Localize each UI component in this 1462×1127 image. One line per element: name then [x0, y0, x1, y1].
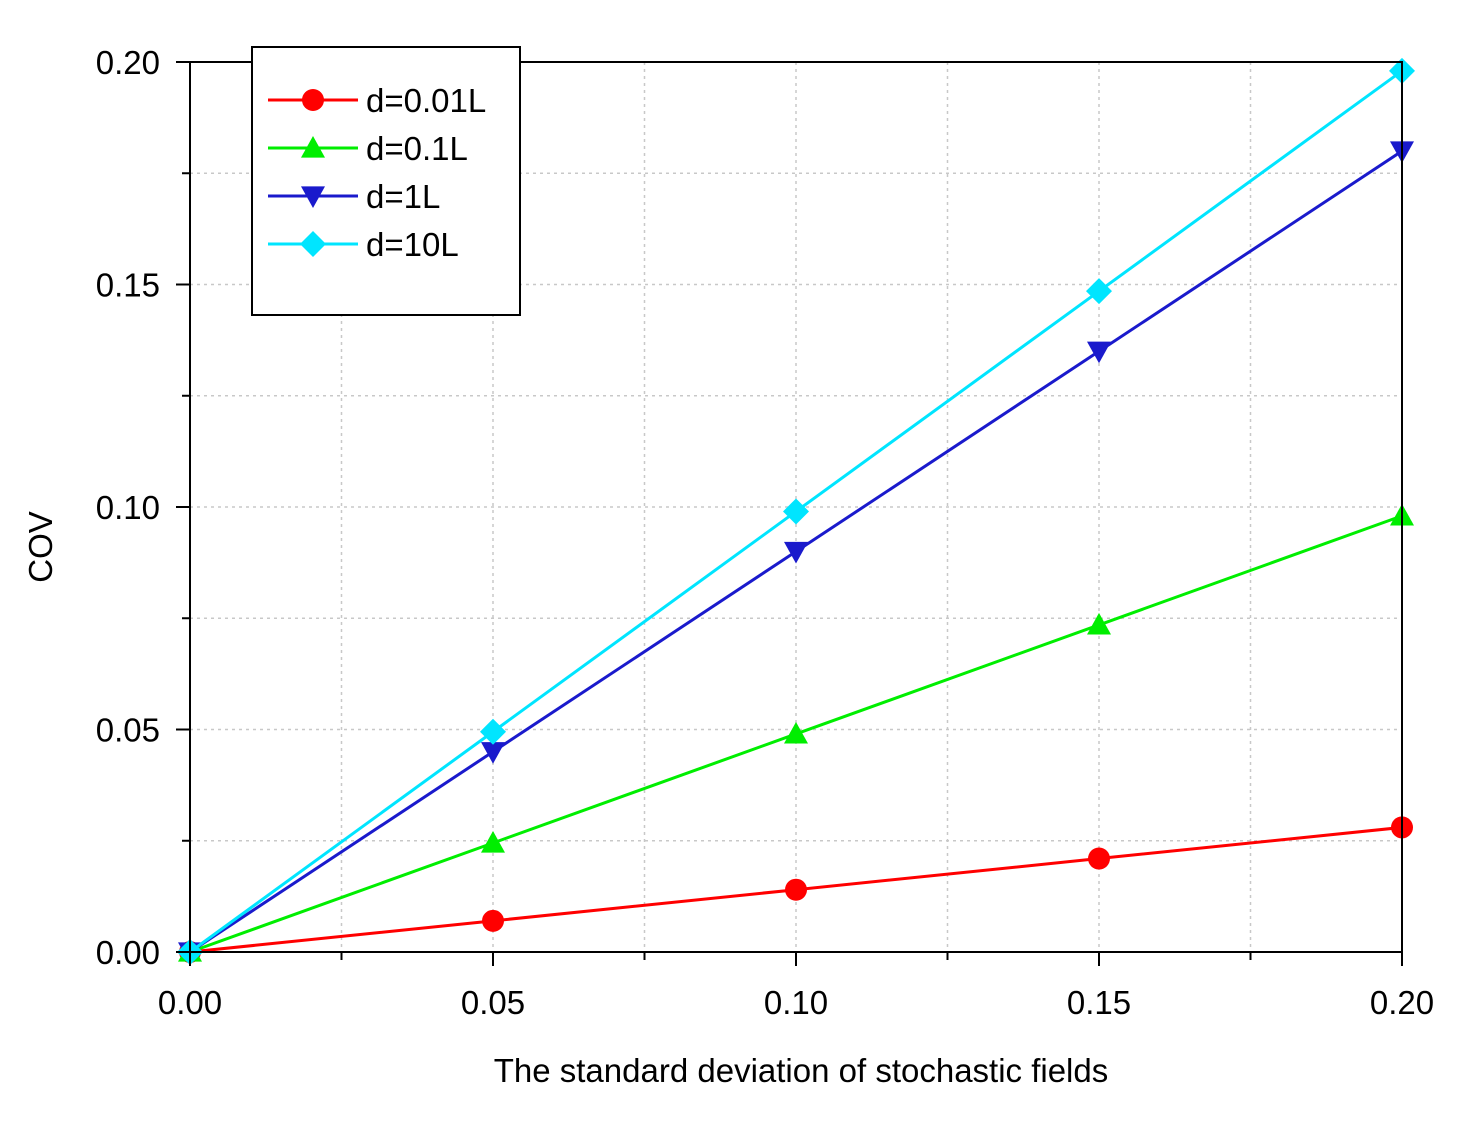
legend-marker	[302, 89, 324, 111]
data-point	[1087, 341, 1111, 364]
data-point	[480, 718, 506, 745]
x-axis-title: The standard deviation of stochastic fie…	[494, 1052, 1109, 1089]
data-point	[785, 878, 807, 901]
x-tick-label: 0.15	[1067, 984, 1131, 1021]
y-tick-label: 0.20	[96, 44, 160, 81]
legend-entry: d=1L	[268, 178, 440, 215]
data-point	[784, 541, 808, 564]
y-tick-label: 0.00	[96, 934, 160, 971]
legend-entry: d=0.01L	[268, 82, 486, 119]
series-d=10L	[177, 57, 1415, 965]
legend-entry: d=10L	[268, 226, 459, 263]
data-point	[482, 909, 504, 932]
data-point	[481, 742, 505, 764]
legend-label: d=0.01L	[366, 82, 486, 119]
data-point	[784, 721, 808, 744]
legend: d=0.01L d=0.1L d=1L d=10L	[251, 46, 521, 316]
legend-label: d=10L	[366, 226, 459, 263]
data-point	[1088, 847, 1110, 870]
x-tick-label: 0.10	[764, 984, 828, 1021]
legend-box	[251, 46, 521, 316]
axis-ticks: 0.00 0.05 0.10 0.15 0.20 0.00 0.05 0.10 0.15 0.20	[96, 44, 1434, 1021]
legend-marker	[300, 231, 326, 257]
x-tick-label: 0.00	[158, 984, 222, 1021]
x-tick-label: 0.20	[1370, 984, 1434, 1021]
data-point	[1086, 278, 1112, 305]
legend-entry: d=0.1L	[268, 130, 468, 167]
legend-marker	[301, 186, 325, 208]
x-tick-label: 0.05	[461, 984, 525, 1021]
legend-label: d=1L	[366, 178, 440, 215]
y-tick-label: 0.05	[96, 712, 160, 749]
data-point	[1087, 612, 1111, 635]
data-point	[783, 498, 809, 525]
data-point	[481, 830, 505, 853]
legend-marker	[301, 136, 325, 158]
legend-label: d=0.1L	[366, 130, 468, 167]
y-axis-title: COV	[22, 511, 59, 583]
y-tick-label: 0.10	[96, 489, 160, 526]
y-tick-label: 0.15	[96, 267, 160, 304]
